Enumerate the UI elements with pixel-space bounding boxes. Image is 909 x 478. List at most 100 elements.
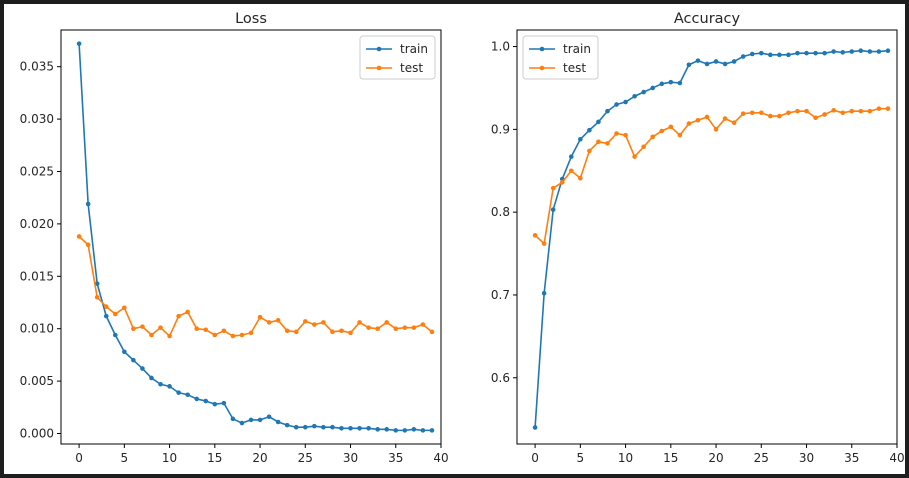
data-point-train — [302, 424, 308, 430]
data-point-train — [740, 54, 746, 59]
data-point-train — [677, 80, 683, 86]
data-point-test — [559, 180, 565, 185]
y-tick-label: 0.005 — [20, 374, 54, 388]
data-point-test — [704, 114, 710, 120]
data-point-test — [112, 311, 118, 317]
data-point-train — [885, 48, 891, 53]
data-point-train — [722, 61, 728, 67]
data-point-train — [239, 420, 245, 426]
data-point-test — [885, 106, 891, 111]
data-point-train — [550, 207, 556, 212]
data-point-train — [578, 136, 583, 142]
data-point-test — [740, 111, 746, 116]
data-point-test — [813, 115, 818, 121]
x-tick-label: 40 — [433, 451, 448, 465]
data-point-test — [348, 330, 353, 336]
data-point-test — [749, 110, 755, 116]
data-point-test — [578, 175, 583, 181]
series-line-train — [78, 43, 432, 432]
data-point-train — [659, 81, 665, 87]
y-tick-label: 0.7 — [491, 288, 510, 302]
x-tick-label: 0 — [531, 451, 539, 465]
data-point-test — [366, 325, 371, 330]
legend-marker-train — [376, 46, 382, 52]
data-point-test — [230, 333, 236, 339]
data-point-test — [122, 305, 127, 311]
data-point-train — [312, 423, 317, 429]
data-point-train — [587, 127, 592, 133]
data-point-test — [85, 242, 91, 248]
data-point-train — [284, 422, 290, 428]
data-point-test — [650, 134, 656, 140]
data-point-train — [614, 102, 619, 107]
data-point-train — [330, 424, 335, 430]
series-line-test — [534, 107, 888, 245]
data-point-train — [641, 89, 646, 95]
data-point-test — [713, 127, 719, 132]
series-line-test — [78, 235, 433, 337]
data-point-test — [275, 318, 281, 323]
data-point-test — [429, 329, 435, 335]
data-point-test — [632, 154, 637, 159]
data-point-test — [804, 108, 809, 114]
data-point-test — [858, 108, 864, 114]
data-point-train — [632, 93, 637, 99]
data-point-test — [321, 320, 326, 325]
data-point-test — [330, 329, 335, 335]
data-point-test — [221, 328, 227, 334]
data-point-train — [85, 201, 91, 207]
data-point-train — [366, 425, 371, 431]
legend-label-train: train — [563, 42, 591, 56]
data-point-test — [149, 332, 154, 338]
data-point-train — [94, 281, 100, 286]
data-point-test — [384, 320, 390, 325]
x-tick-label: 35 — [388, 451, 403, 465]
data-point-test — [786, 110, 791, 116]
x-tick-label: 40 — [889, 451, 904, 465]
data-point-train — [768, 52, 773, 58]
data-point-test — [659, 128, 665, 134]
figure: Loss 0 5 10 15 20 25 30 35 40 0.000 0.005 0.010 0.015… — [4, 4, 905, 474]
data-point-train — [293, 424, 299, 430]
data-point-test — [167, 333, 172, 339]
series-train — [532, 48, 891, 430]
data-point-test — [140, 324, 145, 329]
data-point-train — [695, 58, 701, 63]
y-tick-label: 0.025 — [20, 164, 54, 178]
data-point-test — [849, 108, 855, 114]
data-point-test — [284, 328, 290, 334]
data-point-test — [695, 117, 701, 123]
data-point-train — [402, 428, 408, 433]
data-point-test — [641, 144, 646, 150]
data-point-test — [587, 148, 592, 154]
data-point-train — [786, 52, 791, 58]
data-point-test — [375, 326, 380, 332]
data-point-test — [203, 327, 209, 333]
data-point-test — [293, 329, 299, 335]
data-point-test — [194, 326, 200, 332]
data-point-test — [867, 108, 873, 114]
data-point-test — [393, 326, 399, 332]
data-point-train — [876, 49, 882, 54]
data-point-train — [375, 427, 380, 432]
data-point-train — [429, 428, 435, 433]
data-point-test — [257, 314, 263, 320]
data-point-train — [704, 61, 710, 67]
data-point-test — [686, 121, 692, 126]
legend-label-train: train — [400, 42, 428, 56]
data-point-train — [176, 390, 181, 395]
data-point-train — [158, 381, 163, 387]
data-point-train — [605, 108, 610, 114]
data-point-train — [420, 428, 426, 433]
data-point-train — [357, 425, 362, 431]
data-point-train — [393, 428, 399, 433]
data-point-test — [103, 304, 109, 309]
data-point-test — [668, 124, 674, 130]
data-point-train — [650, 85, 656, 91]
data-point-train — [568, 154, 574, 159]
x-tick-label: 35 — [844, 451, 859, 465]
data-point-train — [194, 396, 200, 402]
data-point-train — [813, 50, 818, 56]
data-point-train — [596, 119, 601, 125]
data-point-test — [158, 325, 163, 330]
